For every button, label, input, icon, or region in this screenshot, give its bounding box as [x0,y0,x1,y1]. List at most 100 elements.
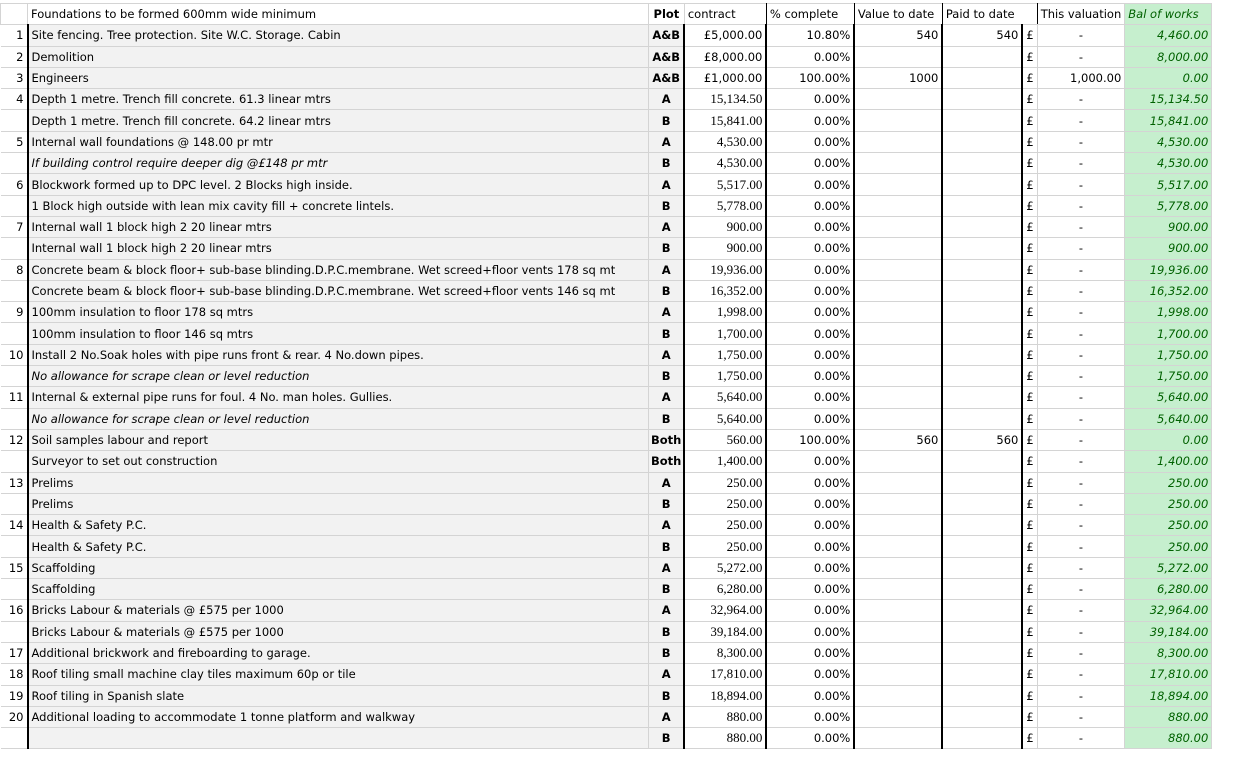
paid-to-date-cell[interactable] [941,343,1024,367]
item-number-cell[interactable] [0,727,29,750]
contract-cell[interactable]: 15,841.00 [683,109,768,132]
currency-cell[interactable]: £ [1021,215,1038,239]
description-cell[interactable]: 1 Block high outside with lean mix cavit… [27,194,649,217]
plot-cell[interactable]: A&B [648,45,685,68]
value-to-date-cell[interactable] [853,365,944,388]
paid-to-date-cell[interactable]: 560 [941,428,1024,452]
contract-cell[interactable]: 19,936.00 [683,258,768,281]
contract-cell[interactable]: 15,134.50 [683,88,768,111]
this-valuation-cell[interactable]: - [1036,130,1126,154]
bal-of-works-cell[interactable]: 900.00 [1124,215,1213,239]
paid-to-date-cell[interactable] [941,109,1024,132]
currency-cell[interactable]: £ [1021,727,1038,750]
value-to-date-cell[interactable] [853,237,944,260]
value-to-date-cell[interactable] [853,599,944,622]
header-value-to-date[interactable]: Value to date [853,2,943,26]
plot-cell[interactable]: A [648,88,685,111]
this-valuation-cell[interactable]: - [1036,684,1126,707]
paid-to-date-cell[interactable] [941,152,1024,175]
description-cell[interactable]: 100mm insulation to floor 146 sq mtrs [27,322,649,345]
paid-to-date-cell[interactable] [941,620,1024,643]
value-to-date-cell[interactable] [853,194,944,217]
paid-to-date-cell[interactable] [941,66,1024,90]
currency-cell[interactable]: £ [1021,450,1038,473]
this-valuation-cell[interactable]: - [1036,152,1126,175]
pct-complete-cell[interactable]: 0.00% [765,450,855,473]
pct-complete-cell[interactable]: 0.00% [765,279,855,303]
currency-cell[interactable]: £ [1021,641,1038,665]
this-valuation-cell[interactable]: - [1036,279,1126,303]
item-number-cell[interactable] [0,492,29,516]
item-number-cell[interactable]: 15 [0,556,29,580]
value-to-date-cell[interactable] [853,641,944,665]
this-valuation-cell[interactable]: - [1036,258,1126,281]
currency-cell[interactable]: £ [1021,301,1038,324]
paid-to-date-cell[interactable] [941,386,1024,409]
contract-cell[interactable]: 16,352.00 [683,279,768,303]
paid-to-date-cell[interactable]: 540 [941,24,1024,47]
description-cell[interactable]: Blockwork formed up to DPC level. 2 Bloc… [27,173,649,196]
plot-cell[interactable]: A&B [648,24,685,47]
paid-to-date-cell[interactable] [941,237,1024,260]
currency-cell[interactable]: £ [1021,109,1038,132]
pct-complete-cell[interactable]: 0.00% [765,343,855,367]
plot-cell[interactable]: B [648,684,685,707]
value-to-date-cell[interactable] [853,279,944,303]
this-valuation-cell[interactable]: - [1036,620,1126,643]
value-to-date-cell[interactable] [853,258,944,281]
bal-of-works-cell[interactable]: 1,998.00 [1124,301,1213,324]
bal-of-works-cell[interactable]: 15,134.50 [1124,88,1213,111]
currency-cell[interactable]: £ [1021,258,1038,281]
this-valuation-cell[interactable]: 1,000.00 [1036,66,1126,90]
pct-complete-cell[interactable]: 0.00% [765,663,855,686]
description-cell[interactable]: Engineers [27,66,649,90]
currency-cell[interactable]: £ [1021,237,1038,260]
contract-cell[interactable]: £8,000.00 [683,45,768,68]
item-number-cell[interactable] [0,535,29,558]
item-number-cell[interactable] [0,152,29,175]
this-valuation-cell[interactable]: - [1036,492,1126,516]
this-valuation-cell[interactable]: - [1036,365,1126,388]
paid-to-date-cell[interactable] [941,450,1024,473]
description-cell[interactable]: Internal wall foundations @ 148.00 pr mt… [27,130,649,154]
paid-to-date-cell[interactable] [941,130,1024,154]
description-cell[interactable]: Health & Safety P.C. [27,514,649,537]
plot-cell[interactable]: A [648,301,685,324]
contract-cell[interactable]: 250.00 [683,471,768,494]
description-cell[interactable]: Bricks Labour & materials @ £575 per 100… [27,620,649,643]
plot-cell[interactable]: A&B [648,66,685,90]
plot-cell[interactable]: B [648,194,685,217]
header-contract[interactable]: contract [683,2,767,26]
value-to-date-cell[interactable] [853,492,944,516]
plot-cell[interactable]: B [648,279,685,303]
contract-cell[interactable]: 250.00 [683,492,768,516]
currency-cell[interactable]: £ [1021,66,1038,90]
this-valuation-cell[interactable]: - [1036,578,1126,601]
description-cell[interactable]: Internal wall 1 block high 2 20 linear m… [27,237,649,260]
pct-complete-cell[interactable]: 0.00% [765,492,855,516]
currency-cell[interactable]: £ [1021,322,1038,345]
pct-complete-cell[interactable]: 0.00% [765,386,855,409]
header-paid-to-date[interactable]: Paid to date [941,2,1038,26]
paid-to-date-cell[interactable] [941,599,1024,622]
item-number-cell[interactable]: 17 [0,641,29,665]
pct-complete-cell[interactable]: 0.00% [765,194,855,217]
value-to-date-cell[interactable] [853,343,944,367]
contract-cell[interactable]: 1,998.00 [683,301,768,324]
this-valuation-cell[interactable]: - [1036,215,1126,239]
paid-to-date-cell[interactable] [941,45,1024,68]
paid-to-date-cell[interactable] [941,641,1024,665]
bal-of-works-cell[interactable]: 5,778.00 [1124,194,1213,217]
item-number-cell[interactable]: 13 [0,471,29,494]
paid-to-date-cell[interactable] [941,492,1024,516]
bal-of-works-cell[interactable]: 250.00 [1124,514,1213,537]
value-to-date-cell[interactable] [853,620,944,643]
value-to-date-cell[interactable] [853,152,944,175]
this-valuation-cell[interactable]: - [1036,386,1126,409]
this-valuation-cell[interactable]: - [1036,705,1126,729]
this-valuation-cell[interactable]: - [1036,471,1126,494]
item-number-cell[interactable]: 8 [0,258,29,281]
description-cell[interactable]: Concrete beam & block floor+ sub-base bl… [27,258,649,281]
pct-complete-cell[interactable]: 0.00% [765,152,855,175]
contract-cell[interactable]: 18,894.00 [683,684,768,707]
